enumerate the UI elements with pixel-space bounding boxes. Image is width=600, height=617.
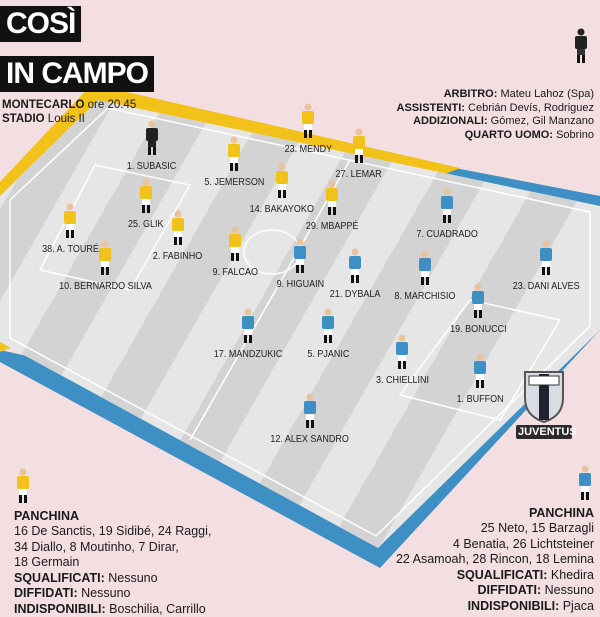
player-marker: 8. MARCHISIO (365, 250, 485, 304)
player-figure-icon (228, 136, 240, 171)
player-marker: 17. MANDZUKIC (188, 308, 308, 362)
official-row: ASSISTENTI: Cebrián Devís, Rodriguez (396, 101, 594, 114)
player-marker: 7. CUADRADO (387, 188, 507, 242)
player-name: 23. DANI ALVES (512, 281, 580, 292)
official-row: ADDIZIONALI: Gómez, Gil Manzano (413, 115, 594, 127)
venue: MONTECARLO ore 20.45 STADIO Louis II (2, 99, 137, 125)
player-figure-icon (326, 180, 338, 215)
player-figure-icon (441, 188, 453, 223)
player-name: 7. CUADRADO (416, 229, 478, 240)
player-figure-icon (140, 178, 152, 213)
player-figure-icon (172, 210, 184, 245)
player-name: 2. FABINHO (153, 251, 203, 262)
player-marker: 3. CHIELLINI (342, 334, 462, 388)
player-marker: 1. BUFFON (420, 353, 540, 407)
player-marker: 1. SUBASIC (92, 120, 212, 174)
player-marker: 19. BONUCCI (418, 283, 538, 337)
player-figure-icon (229, 226, 241, 261)
player-marker: 14. BAKAYOKO (222, 163, 342, 217)
player-name: 1. SUBASIC (127, 161, 177, 172)
title-line-2: IN CAMPO (0, 56, 154, 92)
official-row: QUARTO UOMO: Sobrino (464, 128, 594, 141)
player-figure-icon (294, 238, 306, 273)
player-figure-icon (474, 353, 486, 388)
player-marker: 10. BERNARDO SILVA (45, 240, 165, 294)
player-marker: 2. FABINHO (118, 210, 238, 264)
player-marker: 23. MENDY (248, 103, 368, 157)
juventus-bench: PANCHINA 25 Neto, 15 Barzagli 4 Benatia, … (396, 465, 594, 614)
player-marker: 25. GLIK (86, 178, 206, 232)
referee-icon (575, 28, 587, 63)
player-marker: 9. HIGUAIN (240, 238, 360, 292)
player-name: 17. MANDZUKIC (213, 349, 283, 360)
player-name: 23. MENDY (284, 144, 332, 155)
player-name: 5. PJANIC (306, 349, 350, 360)
player-figure-icon (242, 308, 254, 343)
player-marker: 12. ALEX SANDRO (250, 393, 370, 447)
player-name: 3. CHIELLINI (375, 375, 429, 386)
monaco-bench: PANCHINA 16 De Sanctis, 19 Sidibé, 24 Ra… (14, 468, 211, 617)
player-figure-icon (304, 393, 316, 428)
monaco-player-icon (17, 468, 29, 503)
pitch-stripe (0, 100, 276, 548)
player-marker: 5. JEMERSON (174, 136, 294, 190)
player-name: 27. LEMAR (335, 169, 383, 180)
player-figure-icon (472, 283, 484, 318)
player-figure-icon (349, 248, 361, 283)
player-marker: 9. FALCAO (175, 226, 295, 280)
player-name: 38. A. TOURÉ (41, 244, 99, 255)
player-name: 29. MBAPPÉ (305, 221, 359, 232)
player-name: 25. GLIK (128, 219, 164, 230)
pitch-stripe (0, 100, 172, 548)
player-figure-icon (419, 250, 431, 285)
player-name: 8. MARCHISIO (394, 291, 456, 302)
player-name: 14. BAKAYOKO (249, 204, 315, 215)
player-marker: 27. LEMAR (299, 128, 419, 182)
player-name: 9. FALCAO (212, 267, 258, 278)
player-marker: 38. A. TOURÉ (10, 203, 130, 257)
player-figure-icon (540, 240, 552, 275)
juventus-logo: JUVENTUS (516, 368, 577, 439)
player-figure-icon (396, 334, 408, 369)
player-name: 5. JEMERSON (203, 177, 265, 188)
player-name: 19. BONUCCI (449, 324, 507, 335)
player-marker: 29. MBAPPÉ (272, 180, 392, 234)
player-figure-icon (146, 120, 158, 155)
player-figure-icon (64, 203, 76, 238)
player-figure-icon (353, 128, 365, 163)
player-marker: 23. DANI ALVES (486, 240, 600, 294)
player-marker: 5. PJANIC (268, 308, 388, 362)
player-figure-icon (322, 308, 334, 343)
player-marker: 21. DYBALA (295, 248, 415, 302)
player-figure-icon (99, 240, 111, 275)
officials: ARBITRO: Mateu Lahoz (Spa) ASSISTENTI: Ce… (397, 88, 594, 142)
juventus-player-icon (579, 465, 591, 500)
official-row: ARBITRO: Mateu Lahoz (Spa) (443, 88, 594, 100)
player-name: 21. DYBALA (329, 289, 381, 300)
player-name: 9. HIGUAIN (276, 279, 324, 290)
title-line-1: COSÌ (0, 6, 82, 42)
player-name: 12. ALEX SANDRO (270, 434, 350, 445)
player-figure-icon (276, 163, 288, 198)
player-name: 10. BERNARDO SILVA (58, 281, 152, 292)
player-figure-icon (302, 103, 314, 138)
player-name: 1. BUFFON (456, 394, 504, 405)
